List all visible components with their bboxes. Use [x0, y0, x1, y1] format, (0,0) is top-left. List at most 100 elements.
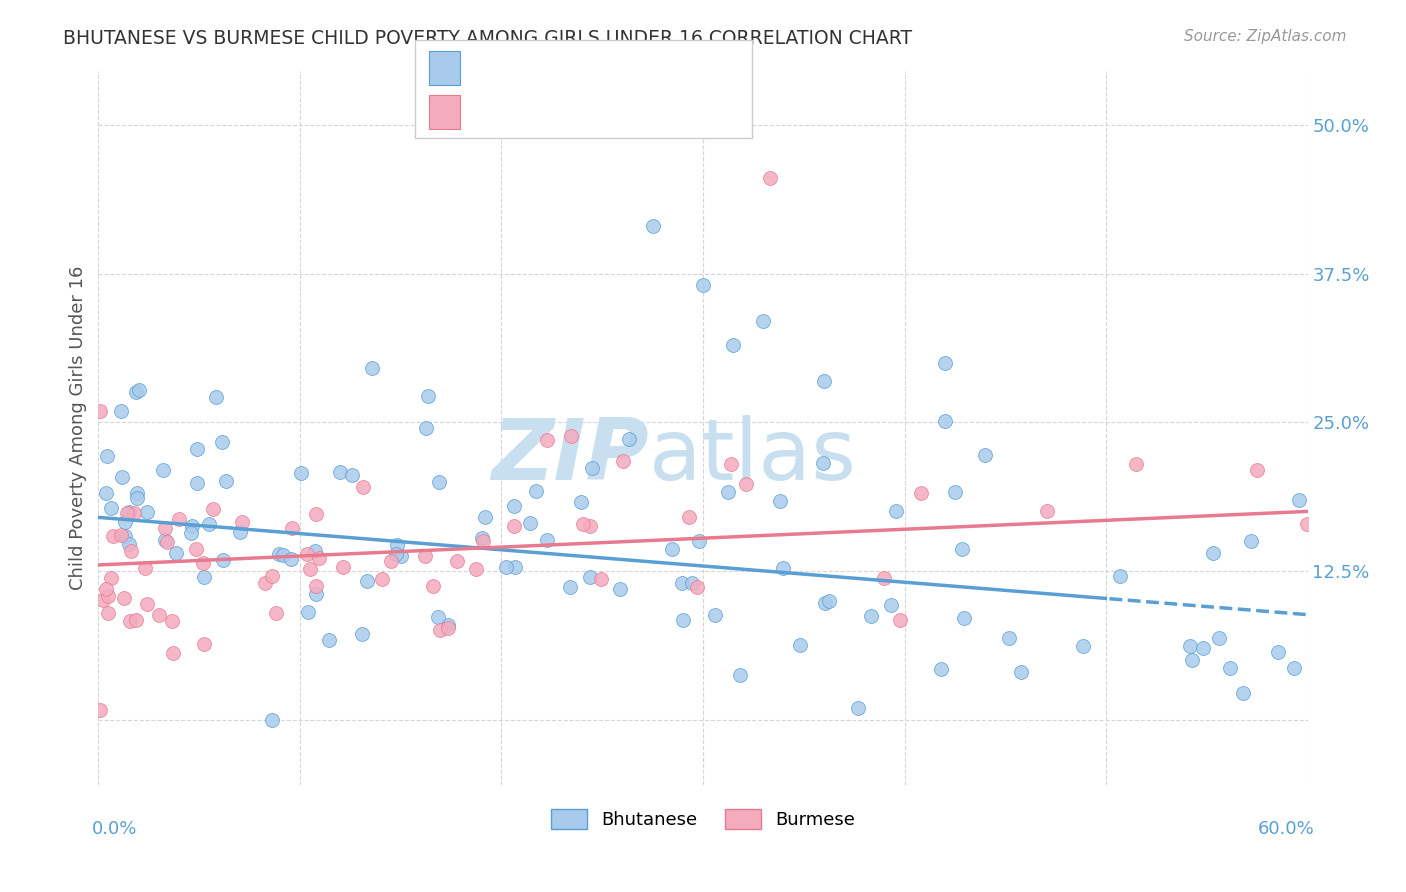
Point — [110, 528, 132, 542]
Point — [350, 627, 373, 641]
Point — [186, 476, 208, 491]
Point — [558, 580, 581, 594]
Point — [1125, 457, 1147, 471]
Point — [671, 575, 693, 590]
Point — [503, 519, 526, 533]
Point — [231, 515, 253, 529]
Point — [672, 613, 695, 627]
Text: N =: N = — [575, 103, 614, 121]
Text: 103: 103 — [610, 59, 648, 77]
Point — [295, 548, 318, 562]
Point — [880, 599, 903, 613]
Point — [723, 338, 745, 352]
Point — [305, 507, 328, 521]
Point — [128, 383, 150, 397]
Point — [422, 579, 444, 593]
Point — [437, 618, 460, 632]
Point — [180, 525, 202, 540]
Point — [686, 580, 709, 594]
Point — [427, 609, 450, 624]
Point — [437, 621, 460, 635]
Point — [304, 543, 326, 558]
Point — [89, 703, 111, 717]
Point — [720, 458, 742, 472]
Point — [1282, 660, 1305, 674]
Point — [661, 541, 683, 556]
Point — [148, 607, 170, 622]
Point — [165, 546, 187, 560]
Point — [560, 428, 582, 442]
Point — [943, 485, 966, 500]
Point — [114, 516, 136, 530]
Point — [352, 480, 374, 494]
Point — [162, 646, 184, 660]
Point — [281, 521, 304, 535]
Point — [136, 597, 159, 611]
Point — [198, 517, 221, 532]
Point — [332, 559, 354, 574]
Point — [1192, 640, 1215, 655]
Point — [100, 500, 122, 515]
Point — [260, 569, 283, 583]
Point — [193, 557, 215, 571]
Point — [318, 632, 340, 647]
Point — [380, 554, 402, 568]
Point — [1010, 665, 1032, 680]
Point — [1296, 517, 1319, 532]
Point — [201, 501, 224, 516]
Point — [214, 475, 236, 489]
Point — [111, 470, 134, 484]
Legend: Bhutanese, Burmese: Bhutanese, Burmese — [544, 801, 862, 837]
Point — [872, 571, 894, 585]
Y-axis label: Child Poverty Among Girls Under 16: Child Poverty Among Girls Under 16 — [69, 266, 87, 591]
Point — [1109, 568, 1132, 582]
Point — [193, 570, 215, 584]
Point — [89, 404, 111, 418]
Point — [134, 561, 156, 575]
Point — [117, 505, 139, 519]
Point — [153, 533, 176, 548]
Point — [427, 475, 450, 490]
Point — [211, 553, 233, 567]
Point — [789, 639, 811, 653]
Text: 64: 64 — [610, 103, 641, 121]
Point — [120, 544, 142, 558]
Point — [495, 560, 517, 574]
Point — [153, 521, 176, 535]
Point — [415, 549, 437, 564]
Point — [1288, 492, 1310, 507]
Point — [305, 587, 328, 601]
Point — [385, 538, 408, 552]
Point — [156, 535, 179, 549]
Point — [97, 589, 120, 603]
Point — [704, 607, 727, 622]
Point — [1219, 661, 1241, 675]
Point — [471, 533, 494, 548]
Point — [818, 594, 841, 608]
Point — [617, 432, 640, 446]
Point — [952, 611, 974, 625]
Point — [117, 537, 139, 551]
Point — [1201, 545, 1223, 559]
Point — [356, 574, 378, 588]
Point — [94, 485, 117, 500]
Point — [152, 463, 174, 477]
Point — [519, 516, 541, 530]
Point — [505, 560, 527, 574]
Point — [536, 533, 558, 547]
Point — [934, 356, 956, 370]
Point — [769, 494, 792, 508]
Point — [571, 516, 593, 531]
Point — [385, 547, 408, 561]
Point — [811, 456, 834, 470]
Point — [692, 278, 714, 293]
Point — [267, 547, 290, 561]
Text: 60.0%: 60.0% — [1258, 820, 1315, 838]
Point — [998, 632, 1021, 646]
Point — [813, 374, 835, 388]
Point — [167, 512, 190, 526]
Point — [581, 461, 603, 475]
Point — [578, 518, 600, 533]
Point — [728, 668, 751, 682]
Point — [101, 529, 124, 543]
